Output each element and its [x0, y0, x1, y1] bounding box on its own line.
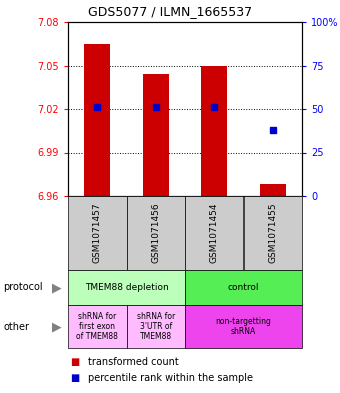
Text: shRNA for
3'UTR of
TMEM88: shRNA for 3'UTR of TMEM88	[137, 312, 175, 342]
Text: transformed count: transformed count	[88, 357, 179, 367]
Text: non-targetting
shRNA: non-targetting shRNA	[216, 317, 271, 336]
Bar	[142, 74, 169, 196]
Bar	[84, 44, 110, 196]
Text: GSM1071454: GSM1071454	[210, 203, 219, 263]
Text: GSM1071456: GSM1071456	[151, 203, 160, 263]
Text: control: control	[228, 283, 259, 292]
Bar	[259, 184, 286, 196]
Text: ▶: ▶	[52, 281, 62, 294]
Text: other: other	[3, 321, 29, 332]
Text: GDS5077 / ILMN_1665537: GDS5077 / ILMN_1665537	[88, 6, 252, 18]
Text: shRNA for
first exon
of TMEM88: shRNA for first exon of TMEM88	[76, 312, 118, 342]
Text: TMEM88 depletion: TMEM88 depletion	[85, 283, 168, 292]
Text: ▶: ▶	[52, 320, 62, 333]
Bar	[201, 66, 227, 196]
Text: GSM1071455: GSM1071455	[268, 203, 277, 263]
Text: ■: ■	[70, 357, 79, 367]
Text: protocol: protocol	[3, 283, 43, 292]
Text: ■: ■	[70, 373, 79, 383]
Text: percentile rank within the sample: percentile rank within the sample	[88, 373, 253, 383]
Text: GSM1071457: GSM1071457	[93, 203, 102, 263]
